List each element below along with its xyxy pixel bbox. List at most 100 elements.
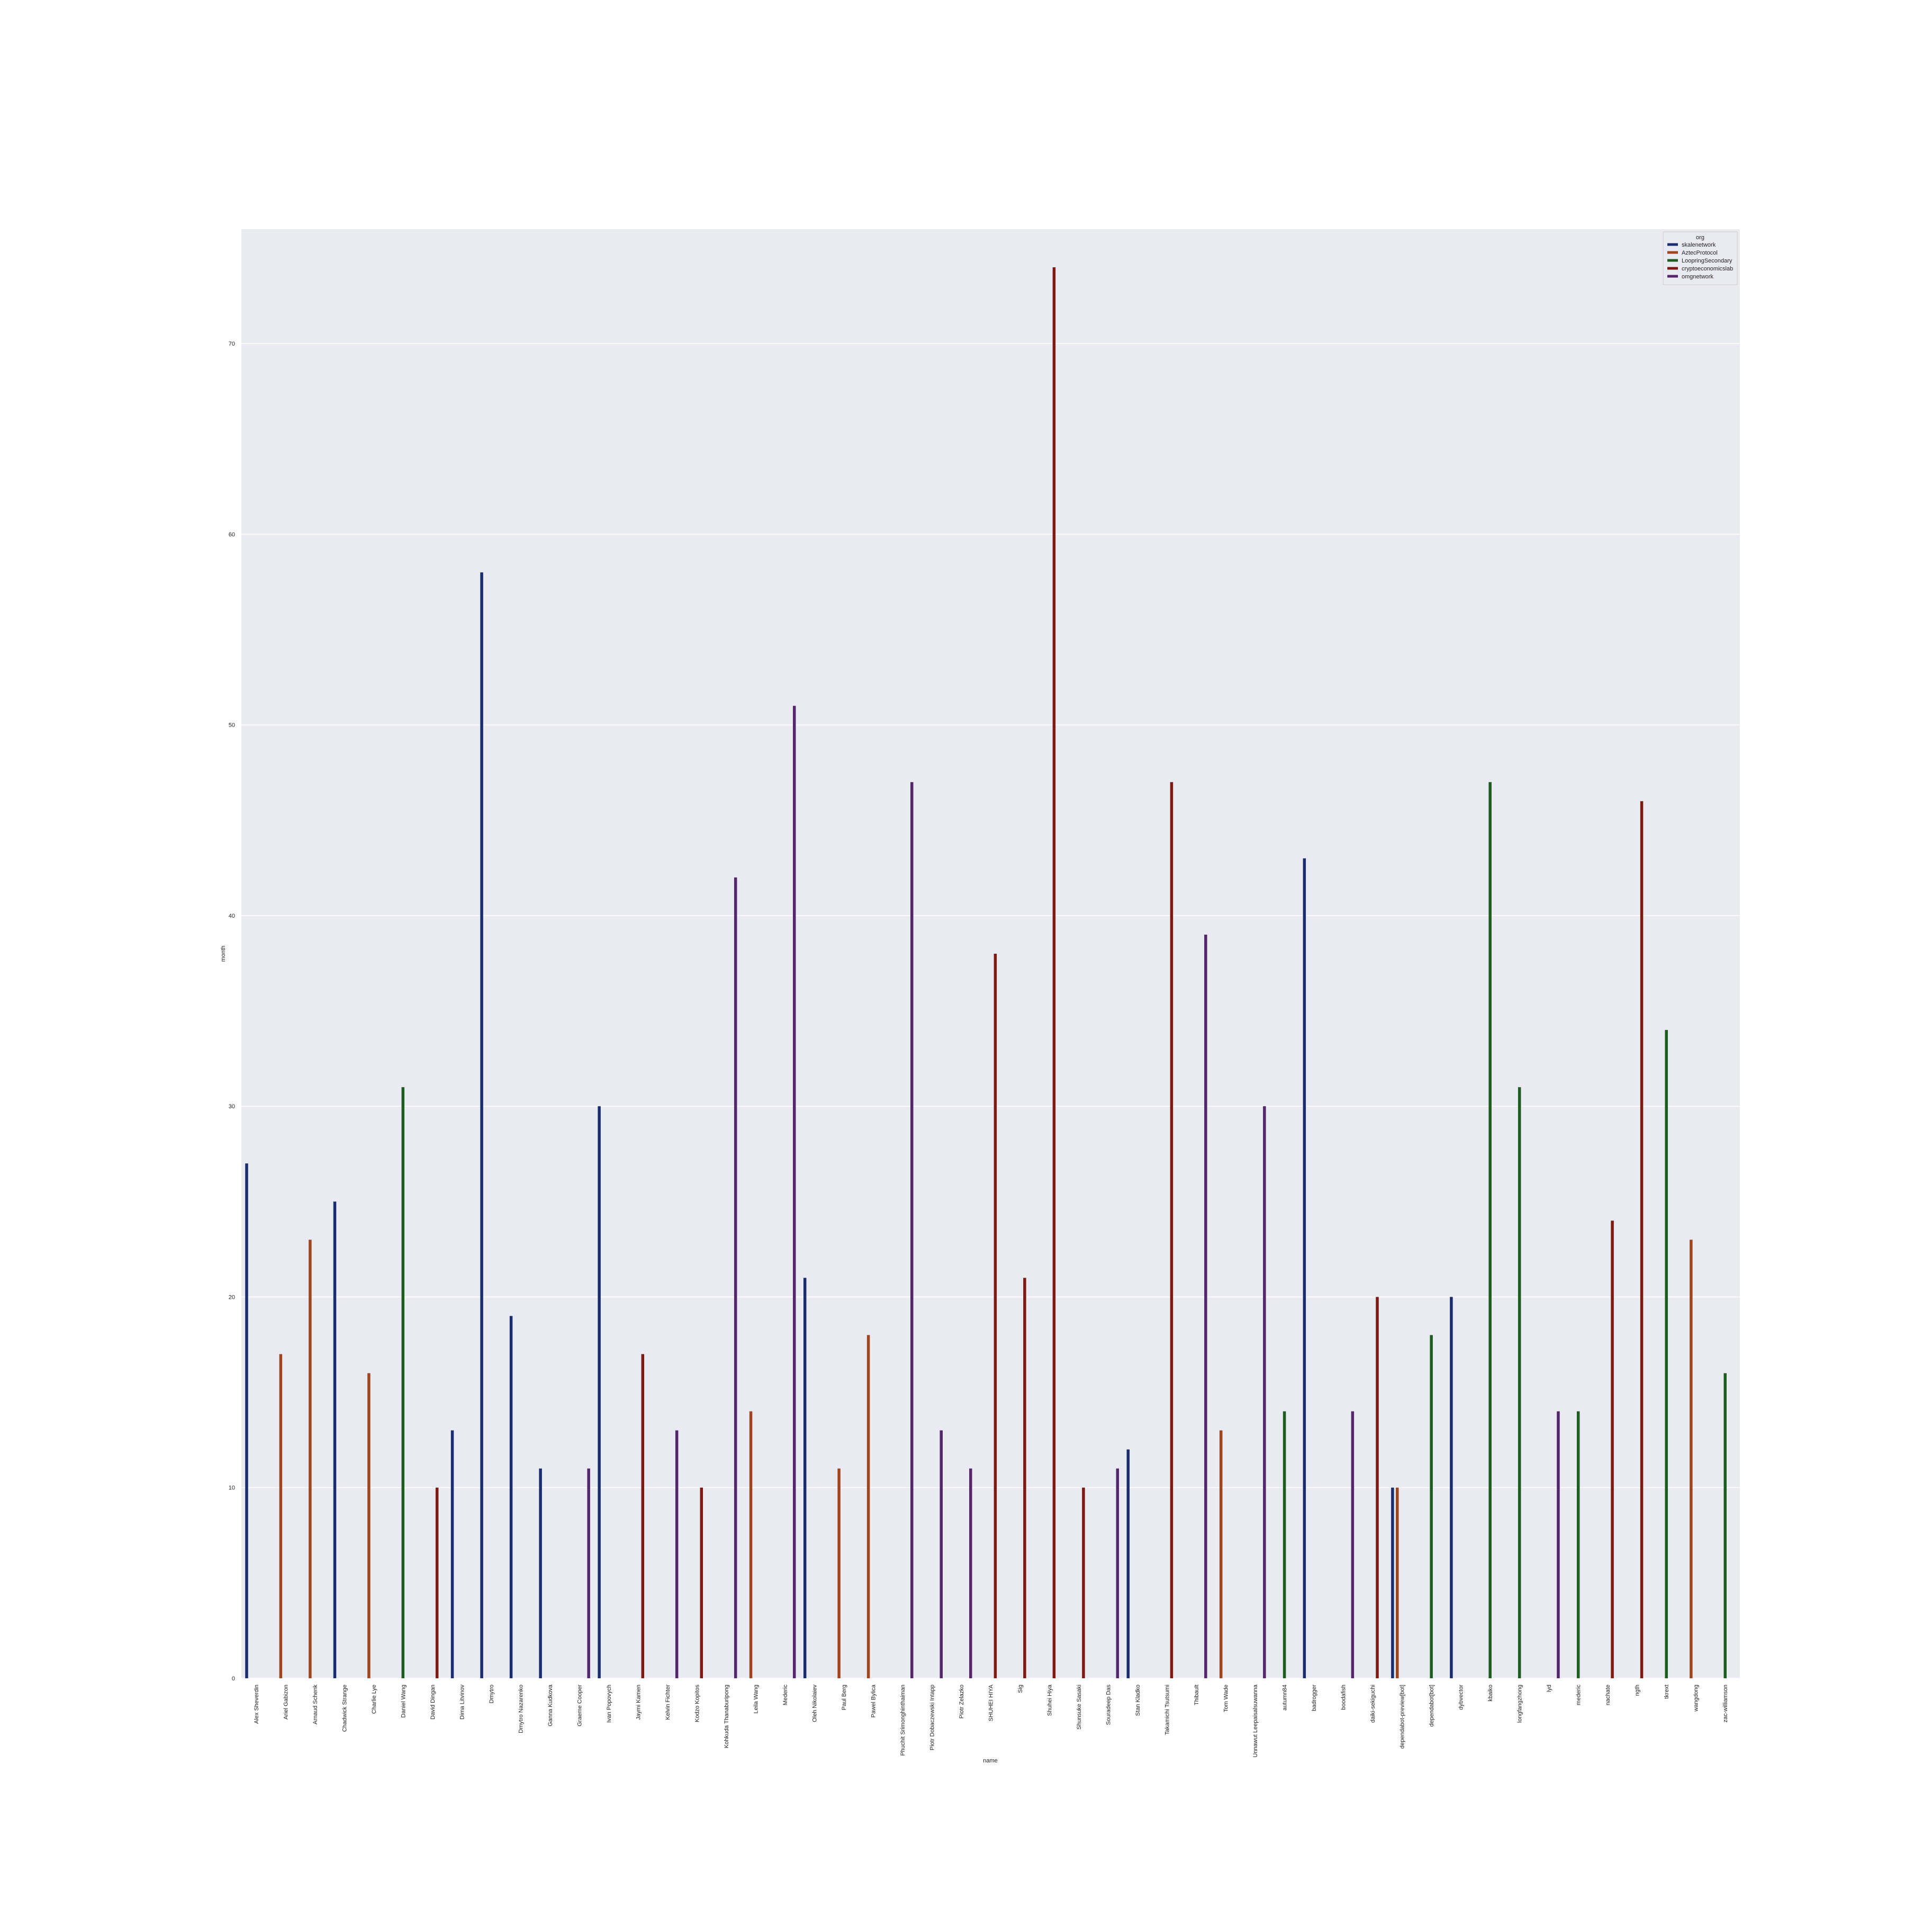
bar	[969, 1468, 972, 1678]
gridlines	[241, 343, 1740, 1679]
bar	[587, 1468, 590, 1678]
legend: org skalenetwork AztecProtocol LoopringSec…	[1663, 231, 1738, 285]
bar	[509, 1316, 513, 1678]
bar	[1611, 1220, 1614, 1678]
x-tick-label: Ariel Gabizon	[283, 1685, 289, 1720]
bar	[700, 1487, 703, 1678]
y-tick-label: 0	[232, 1676, 235, 1682]
bar	[1576, 1411, 1580, 1678]
x-tick-label: Takamichi Tsutsumi	[1164, 1685, 1171, 1735]
y-axis-ticks: 0 10 20 30 40 50 60 70	[229, 341, 235, 1682]
bar	[1640, 801, 1644, 1678]
y-tick-label: 40	[229, 913, 235, 919]
bar	[1488, 782, 1492, 1678]
x-tick-label: SHUHEI HIYA	[988, 1684, 995, 1721]
y-tick-label: 30	[229, 1103, 235, 1110]
bar	[1126, 1449, 1130, 1678]
x-tick-label: dependabot-preview[bot]	[1400, 1685, 1406, 1749]
bar	[1351, 1411, 1355, 1678]
bar	[1518, 1087, 1521, 1678]
x-tick-label: Leila Wang	[753, 1685, 759, 1714]
x-tick-label: Souradeep Das	[1106, 1685, 1112, 1725]
x-tick-label: Graeme Cooper	[576, 1685, 583, 1726]
bar	[1723, 1373, 1727, 1678]
legend-entry-label: omgnetwork	[1682, 274, 1713, 280]
y-tick-label: 50	[229, 722, 235, 729]
x-tick-label: Pawel Bylica	[870, 1684, 877, 1717]
x-tick-label: ngth	[1635, 1685, 1641, 1696]
bar	[1283, 1411, 1286, 1678]
x-tick-label: Jaymi Kamen	[635, 1685, 642, 1720]
bars-group	[245, 267, 1727, 1678]
bar	[435, 1487, 439, 1678]
x-axis-ticks: Alex Sheverdin Ariel Gabizon Arnaud Schenk…	[254, 1684, 1729, 1757]
y-tick-label: 70	[229, 341, 235, 347]
x-tick-label: wangdong	[1693, 1685, 1700, 1712]
x-tick-label: Thibault	[1194, 1685, 1200, 1705]
bar	[792, 705, 796, 1678]
bar	[1450, 1297, 1453, 1678]
x-tick-label: David Dingan	[430, 1685, 436, 1720]
bar	[837, 1468, 841, 1678]
x-tick-label: Kohkuda Thanaburipong	[724, 1685, 730, 1748]
bar	[1557, 1411, 1560, 1678]
bar	[1263, 1106, 1266, 1678]
x-tick-label: tkrext	[1664, 1685, 1670, 1699]
bar	[279, 1354, 283, 1678]
bar	[480, 572, 483, 1678]
bar	[1376, 1297, 1379, 1678]
bar	[1303, 858, 1306, 1678]
bar	[450, 1430, 454, 1678]
bar	[866, 1335, 870, 1678]
legend-entry-label: LoopringSecondary	[1682, 258, 1732, 264]
x-tick-label: Shuhei Hiya	[1047, 1684, 1053, 1716]
bar	[1219, 1430, 1223, 1678]
bar	[1082, 1487, 1085, 1678]
bar	[367, 1373, 371, 1678]
x-tick-label: Arnaud Schenk	[312, 1685, 319, 1725]
bar	[994, 954, 997, 1678]
bar	[641, 1354, 645, 1678]
x-tick-label: Charlie Lye	[371, 1685, 377, 1714]
bar	[940, 1430, 943, 1678]
x-tick-label: Mederic	[782, 1685, 789, 1706]
bar	[749, 1411, 753, 1678]
x-tick-label: Ganna Kudkova	[547, 1684, 554, 1726]
x-axis-label: name	[983, 1758, 998, 1764]
x-tick-label: Sig	[1017, 1685, 1024, 1693]
x-tick-label: boodafish	[1341, 1685, 1347, 1710]
bar	[1665, 1030, 1668, 1678]
x-tick-label: Daniel Wang	[400, 1685, 407, 1718]
x-tick-label: Kelvin Fichter	[665, 1685, 671, 1720]
legend-entry-label: cryptoeconomicslab	[1682, 266, 1733, 272]
x-tick-label: lyd	[1546, 1685, 1552, 1692]
y-tick-label: 60	[229, 531, 235, 538]
x-tick-label: Dmytro Nazarenko	[518, 1685, 524, 1733]
bar	[1116, 1468, 1120, 1678]
x-tick-label: Alex Sheverdin	[254, 1685, 260, 1724]
x-tick-label: Shunsuke Sasaki	[1076, 1685, 1082, 1730]
x-tick-label: Piotr Dobaczewski Intapp	[929, 1685, 935, 1750]
bar	[734, 877, 737, 1678]
x-tick-label: Piotr Zelazko	[959, 1685, 965, 1718]
x-tick-label: Tom Wade	[1223, 1685, 1230, 1712]
x-tick-label: Paul Berg	[841, 1685, 847, 1710]
bar	[1690, 1240, 1693, 1678]
y-tick-label: 10	[229, 1485, 235, 1491]
bar	[1430, 1335, 1433, 1678]
bar	[1052, 267, 1056, 1678]
x-tick-label: kbaiko	[1487, 1685, 1494, 1702]
x-tick-label: longfangzhong	[1517, 1685, 1523, 1723]
bar	[1204, 934, 1207, 1678]
x-tick-label: Dima Litvinov	[459, 1685, 465, 1720]
x-tick-label: dependabot[bot]	[1429, 1685, 1435, 1727]
bar	[245, 1163, 248, 1678]
plot-background	[241, 229, 1740, 1678]
x-tick-label: Dmytro	[489, 1685, 495, 1703]
bar	[1170, 782, 1173, 1678]
legend-entries: skalenetwork AztecProtocol LoopringSeconda…	[1667, 242, 1733, 280]
x-tick-label: badrogger	[1311, 1685, 1317, 1711]
legend-entry-label: AztecProtocol	[1682, 250, 1718, 256]
legend-entry-label: skalenetwork	[1682, 242, 1716, 248]
